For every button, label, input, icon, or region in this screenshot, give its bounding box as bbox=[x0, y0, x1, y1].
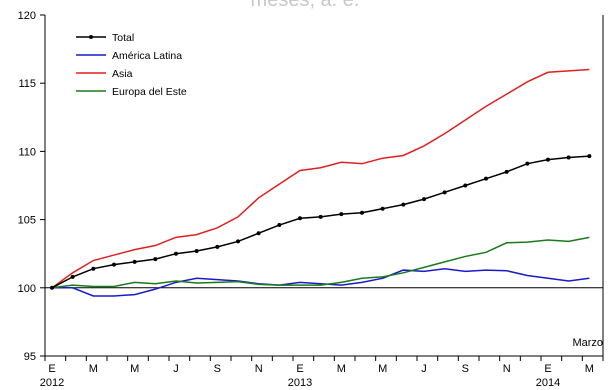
legend: Total América Latina Asia Europa del Este bbox=[76, 32, 187, 98]
y-tick-label: 100 bbox=[18, 283, 36, 295]
series-point-total bbox=[380, 206, 385, 211]
series-point-total bbox=[256, 231, 261, 236]
series-point-total bbox=[153, 257, 158, 262]
x-tick-label: E bbox=[544, 363, 551, 375]
y-tick-label: 95 bbox=[24, 351, 36, 363]
y-tick-label: 105 bbox=[18, 215, 36, 227]
year-label: 2014 bbox=[536, 377, 560, 389]
x-tick-label: M bbox=[130, 363, 139, 375]
series-line-asia bbox=[51, 68, 590, 289]
legend-label: Asia bbox=[112, 68, 133, 80]
y-tick-label: 115 bbox=[18, 78, 36, 90]
series-point-total bbox=[339, 212, 344, 217]
chart-title: meses, a. e. bbox=[251, 0, 360, 11]
series-line-total bbox=[51, 155, 590, 289]
series-point-total bbox=[442, 190, 447, 195]
series-point-total bbox=[112, 262, 116, 267]
series-point-total bbox=[215, 244, 220, 249]
x-tick-label: E bbox=[48, 363, 55, 375]
series-point-total bbox=[318, 214, 323, 219]
x-tick-label: J bbox=[173, 363, 179, 375]
series-line-europa-del-este bbox=[51, 236, 590, 289]
series-point-total bbox=[463, 183, 468, 188]
legend-label: América Latina bbox=[112, 50, 182, 62]
y-tick-label: 120 bbox=[18, 10, 36, 22]
x-tick-label: N bbox=[255, 363, 263, 375]
series-point-total bbox=[504, 169, 509, 174]
series-point-total bbox=[298, 216, 302, 221]
legend-label: Europa del Este bbox=[112, 86, 187, 98]
series-point-total bbox=[174, 251, 178, 256]
x-tick-label: E bbox=[296, 363, 303, 375]
x-tick-label: M bbox=[585, 363, 594, 375]
series-point-total bbox=[422, 197, 426, 202]
series-layer bbox=[50, 68, 592, 297]
series-point-total bbox=[236, 239, 240, 244]
series-point-total bbox=[546, 157, 550, 162]
series-point-total bbox=[194, 248, 199, 253]
series-point-total bbox=[91, 266, 96, 271]
x-tick-label: J bbox=[421, 363, 427, 375]
series-point-total bbox=[566, 155, 571, 160]
y-tick-label: 110 bbox=[18, 146, 36, 158]
series-line-america-latina bbox=[52, 267, 590, 297]
x-tick-label: S bbox=[214, 363, 221, 375]
x-tick-label: M bbox=[378, 363, 387, 375]
x-tick-label: S bbox=[462, 363, 469, 375]
legend-label: Total bbox=[112, 32, 134, 44]
year-label: 2013 bbox=[288, 377, 312, 389]
x-tick-label: M bbox=[89, 363, 98, 375]
x-tick-label: M bbox=[337, 363, 346, 375]
series-point-total bbox=[484, 176, 488, 181]
series-point-total bbox=[277, 223, 282, 228]
series-point-total bbox=[525, 161, 530, 166]
legend-marker bbox=[89, 35, 93, 39]
axes: 95 100 105 110 115 120 E M M J S N E M M J S N E M 2012 2013 2… bbox=[18, 10, 604, 389]
series-point-total bbox=[70, 274, 75, 279]
series-point-total bbox=[401, 202, 406, 207]
series-point-total bbox=[50, 285, 54, 290]
series-point-total bbox=[587, 154, 592, 159]
annotation-label: Marzo bbox=[572, 337, 603, 349]
x-tick-label: N bbox=[503, 363, 511, 375]
series-point-total bbox=[132, 259, 137, 264]
year-label: 2012 bbox=[40, 377, 64, 389]
series-point-total bbox=[360, 210, 364, 215]
